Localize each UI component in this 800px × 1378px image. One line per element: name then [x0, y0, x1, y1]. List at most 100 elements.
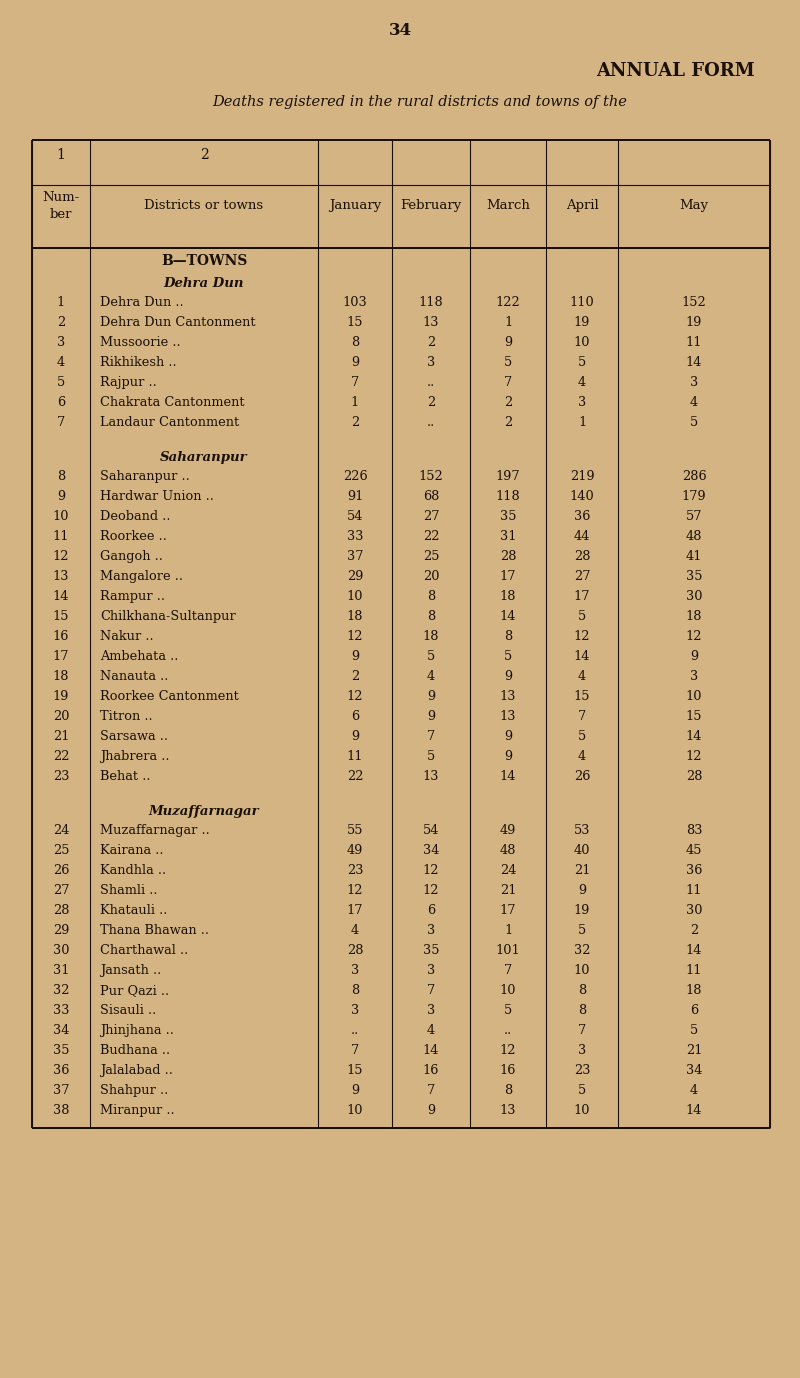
Text: 9: 9: [351, 1084, 359, 1097]
Text: 5: 5: [578, 1084, 586, 1097]
Text: 32: 32: [53, 984, 70, 998]
Text: 18: 18: [346, 610, 363, 623]
Text: 2: 2: [427, 395, 435, 409]
Text: February: February: [400, 198, 462, 212]
Text: May: May: [679, 198, 709, 212]
Text: 5: 5: [504, 1005, 512, 1017]
Text: 9: 9: [351, 730, 359, 743]
Text: 19: 19: [686, 316, 702, 329]
Text: 30: 30: [53, 944, 70, 956]
Text: 49: 49: [347, 843, 363, 857]
Text: 44: 44: [574, 531, 590, 543]
Text: 28: 28: [500, 550, 516, 564]
Text: Sisauli ..: Sisauli ..: [100, 1005, 156, 1017]
Text: 33: 33: [346, 531, 363, 543]
Text: 24: 24: [53, 824, 70, 836]
Text: 12: 12: [574, 630, 590, 644]
Text: 9: 9: [504, 750, 512, 763]
Text: 9: 9: [427, 690, 435, 703]
Text: Hardwar Union ..: Hardwar Union ..: [100, 491, 214, 503]
Text: 35: 35: [53, 1045, 70, 1057]
Text: 40: 40: [574, 843, 590, 857]
Text: 41: 41: [686, 550, 702, 564]
Text: 12: 12: [686, 750, 702, 763]
Text: 13: 13: [422, 770, 439, 783]
Text: 2: 2: [57, 316, 65, 329]
Text: Jhinjhana ..: Jhinjhana ..: [100, 1024, 174, 1038]
Text: 48: 48: [686, 531, 702, 543]
Text: 179: 179: [682, 491, 706, 503]
Text: 17: 17: [53, 650, 70, 663]
Text: Jalalabad ..: Jalalabad ..: [100, 1064, 173, 1078]
Text: 122: 122: [496, 296, 520, 309]
Text: 9: 9: [504, 670, 512, 683]
Text: 21: 21: [574, 864, 590, 876]
Text: 23: 23: [53, 770, 70, 783]
Text: 4: 4: [578, 750, 586, 763]
Text: Behat ..: Behat ..: [100, 770, 150, 783]
Text: 3: 3: [578, 395, 586, 409]
Text: 9: 9: [57, 491, 65, 503]
Text: 36: 36: [686, 864, 702, 876]
Text: Thana Bhawan ..: Thana Bhawan ..: [100, 925, 209, 937]
Text: 9: 9: [690, 650, 698, 663]
Text: 9: 9: [578, 885, 586, 897]
Text: 35: 35: [686, 570, 702, 583]
Text: 16: 16: [423, 1064, 439, 1078]
Text: Sarsawa ..: Sarsawa ..: [100, 730, 168, 743]
Text: 25: 25: [53, 843, 70, 857]
Text: 35: 35: [422, 944, 439, 956]
Text: 9: 9: [427, 1104, 435, 1118]
Text: 18: 18: [53, 670, 70, 683]
Text: 7: 7: [578, 710, 586, 723]
Text: 14: 14: [686, 1104, 702, 1118]
Text: April: April: [566, 198, 598, 212]
Text: 14: 14: [500, 610, 516, 623]
Text: 152: 152: [418, 470, 443, 484]
Text: 34: 34: [422, 843, 439, 857]
Text: Miranpur ..: Miranpur ..: [100, 1104, 174, 1118]
Text: 7: 7: [427, 984, 435, 998]
Text: 3: 3: [427, 925, 435, 937]
Text: ..: ..: [351, 1024, 359, 1038]
Text: 14: 14: [422, 1045, 439, 1057]
Text: 3: 3: [690, 376, 698, 389]
Text: Roorkee Cantonment: Roorkee Cantonment: [100, 690, 239, 703]
Text: 8: 8: [427, 610, 435, 623]
Text: Mussoorie ..: Mussoorie ..: [100, 336, 181, 349]
Text: 10: 10: [686, 690, 702, 703]
Text: 1: 1: [57, 147, 66, 163]
Text: 152: 152: [682, 296, 706, 309]
Text: Landaur Cantonment: Landaur Cantonment: [100, 416, 239, 429]
Text: 2: 2: [690, 925, 698, 937]
Text: 5: 5: [57, 376, 65, 389]
Text: 53: 53: [574, 824, 590, 836]
Text: 5: 5: [578, 356, 586, 369]
Text: 7: 7: [504, 376, 512, 389]
Text: 6: 6: [690, 1005, 698, 1017]
Text: Dehra Dun: Dehra Dun: [164, 277, 244, 289]
Text: 4: 4: [578, 670, 586, 683]
Text: 37: 37: [53, 1084, 70, 1097]
Text: 5: 5: [427, 650, 435, 663]
Text: 48: 48: [500, 843, 516, 857]
Text: 19: 19: [53, 690, 69, 703]
Text: 3: 3: [57, 336, 65, 349]
Text: Chilkhana-Sultanpur: Chilkhana-Sultanpur: [100, 610, 236, 623]
Text: 13: 13: [422, 316, 439, 329]
Text: 11: 11: [686, 885, 702, 897]
Text: 54: 54: [422, 824, 439, 836]
Text: 31: 31: [53, 965, 70, 977]
Text: 2: 2: [427, 336, 435, 349]
Text: 6: 6: [427, 904, 435, 916]
Text: 3: 3: [427, 356, 435, 369]
Text: 14: 14: [686, 356, 702, 369]
Text: 6: 6: [57, 395, 65, 409]
Text: 4: 4: [578, 376, 586, 389]
Text: 38: 38: [53, 1104, 70, 1118]
Text: 21: 21: [53, 730, 70, 743]
Text: ANNUAL FORM: ANNUAL FORM: [596, 62, 755, 80]
Text: 286: 286: [682, 470, 706, 484]
Text: 103: 103: [342, 296, 367, 309]
Text: Dehra Dun ..: Dehra Dun ..: [100, 296, 184, 309]
